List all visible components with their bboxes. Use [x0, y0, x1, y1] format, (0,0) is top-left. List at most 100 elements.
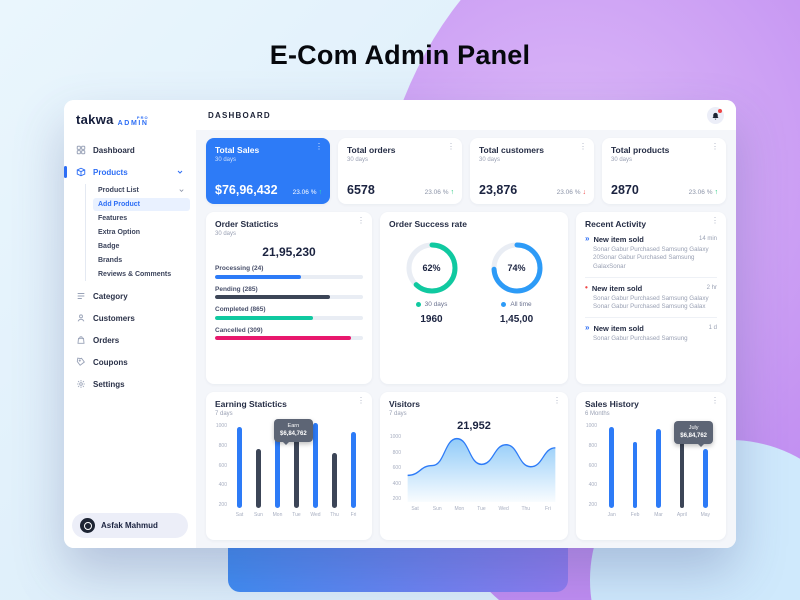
notifications-button[interactable]	[707, 106, 724, 124]
sidebar-item-label: Orders	[93, 335, 120, 345]
legend-30days: 30 days	[415, 301, 447, 308]
donut-percent: 74%	[507, 263, 526, 273]
sidebar-item-category[interactable]: Category	[70, 286, 190, 306]
card-period: 30 days	[215, 231, 237, 237]
tooltip-value: $6,84,762	[680, 433, 707, 440]
card-period: 6 Months	[585, 411, 610, 417]
sidebar-item-label: Products	[93, 167, 128, 177]
tooltip-label: July	[688, 425, 699, 431]
chevron-down-icon	[176, 168, 184, 176]
menu-dots-icon[interactable]: ⋮	[711, 396, 719, 405]
change-percent: 23.06 %	[424, 189, 449, 196]
sidebar-item-settings[interactable]: Settings	[70, 374, 190, 394]
y-axis-tick: 400	[392, 480, 401, 487]
progress-track	[215, 274, 363, 279]
activity-item[interactable]: » New item sold 1 d Sonar Gabur Purchase…	[585, 318, 717, 349]
stat-change: 23.06 % ↑	[293, 189, 322, 196]
bar-may[interactable]	[703, 448, 708, 508]
x-axis-label: Tue	[477, 506, 486, 512]
y-axis-tick: 1000	[585, 423, 597, 429]
sales-history-card: ⋮ Sales History 6 Months 1000 800 600 400 20…	[576, 392, 726, 540]
order-bar-label: Cancelled (309)	[215, 326, 263, 334]
y-axis-tick: 1000	[389, 434, 401, 440]
progress-fill	[215, 274, 301, 279]
y-axis: 1000 800 600 400 200	[389, 434, 404, 502]
menu-dots-icon[interactable]: ⋮	[447, 142, 455, 151]
y-axis-tick: 600	[218, 462, 227, 469]
sub-item-product-list[interactable]: Product List	[93, 184, 190, 197]
bar-feb[interactable]	[632, 441, 638, 508]
sidebar-item-products[interactable]: Products	[64, 162, 190, 182]
tooltip-label: Earn	[287, 423, 300, 429]
bar-wed[interactable]	[313, 423, 318, 508]
sidebar: takwa PRO ADMIN Dashboard Products Produ…	[64, 100, 196, 548]
sub-item-reviews-comments[interactable]: Reviews & Comments	[93, 268, 190, 281]
bar-tue[interactable]	[294, 437, 299, 508]
sub-item-brands[interactable]: Brands	[93, 254, 190, 267]
sidebar-item-coupons[interactable]: Coupons	[70, 352, 190, 372]
donut-column-alltime: 74% All time 1,45,00	[490, 241, 544, 325]
menu-dots-icon[interactable]: ⋮	[315, 142, 323, 151]
progress-track	[215, 336, 363, 340]
sub-item-features[interactable]: Features	[93, 212, 190, 225]
total-customers-card: ⋮ Total customers 30 days 23,876 23.06 %…	[470, 138, 594, 204]
trend-arrow-icon: ↑	[714, 189, 719, 196]
x-axis-label: Fri	[350, 512, 357, 518]
change-percent: 23.06 %	[292, 189, 317, 196]
menu-dots-icon[interactable]: ⋮	[357, 216, 365, 225]
stat-change: 23.06 % ↑	[689, 189, 718, 196]
bar-thu[interactable]	[332, 452, 337, 508]
bar-april[interactable]	[679, 434, 685, 508]
x-axis-label: Wed	[310, 512, 321, 518]
total-sales-card: ⋮ Total Sales 30 days $76,96,432 23.06 %…	[206, 138, 330, 204]
menu-dots-icon[interactable]: ⋮	[711, 142, 719, 151]
activity-time: 14 min	[698, 236, 717, 242]
plot-area: July $6,84,762	[600, 421, 717, 508]
x-axis: Jan Feb Mar April May	[600, 508, 717, 518]
products-submenu: Product List Add Product Features Extra …	[85, 184, 190, 281]
order-success-rate-card: Order Success rate 62%	[380, 212, 568, 384]
bar-fri[interactable]	[351, 431, 356, 508]
card-period: 30 days	[479, 157, 501, 163]
activity-item[interactable]: • New item sold 2 hr Sonar Gabur Purchas…	[585, 278, 717, 319]
order-total: 21,95,230	[262, 245, 316, 259]
activity-description: Sonar Gabur Purchased Samsung Galaxy Son…	[593, 294, 709, 311]
menu-dots-icon[interactable]: ⋮	[579, 142, 587, 151]
sub-item-add-product[interactable]: Add Product	[93, 198, 190, 211]
sidebar-item-dashboard[interactable]: Dashboard	[70, 140, 190, 160]
sub-item-extra-option[interactable]: Extra Option	[93, 226, 190, 239]
plot-area: Earn $6,84,762	[230, 419, 363, 508]
sub-item-badge[interactable]: Badge	[93, 240, 190, 253]
bar-mon[interactable]	[275, 424, 280, 508]
card-title: Total customers	[479, 145, 545, 155]
sidebar-item-customers[interactable]: Customers	[70, 308, 190, 328]
x-axis-label: April	[676, 512, 687, 518]
x-axis-label: Sun	[254, 512, 263, 518]
products-icon	[76, 167, 86, 177]
progress-fill	[215, 295, 331, 299]
activity-item[interactable]: » New item sold 14 min Sonar Gabur Purch…	[585, 229, 717, 279]
sidebar-item-orders[interactable]: Orders	[70, 330, 190, 350]
sidebar-item-label: Coupons	[93, 357, 128, 367]
user-profile[interactable]: Asfak Mahmud	[72, 513, 188, 538]
menu-dots-icon[interactable]: ⋮	[711, 216, 719, 225]
dashboard-icon	[76, 145, 86, 155]
notification-dot	[718, 108, 722, 113]
bar-mar[interactable]	[656, 428, 661, 508]
admin-panel-window: takwa PRO ADMIN Dashboard Products Produ…	[64, 100, 736, 548]
sub-item-label: Add Product	[98, 201, 140, 208]
stat-value: 6578	[347, 183, 375, 197]
progress-track	[215, 315, 363, 320]
x-axis-label: Sat	[411, 506, 419, 512]
donut-chart-alltime: 74%	[490, 241, 544, 295]
bar-sat[interactable]	[237, 427, 242, 508]
stat-change: 23.06 % ↓	[557, 189, 586, 196]
order-statistics-card: ⋮ Order Statictics 30 days 21,95,230 Pro…	[206, 212, 372, 384]
bar-jan[interactable]	[609, 427, 614, 508]
bar-sun[interactable]	[256, 448, 261, 508]
x-axis: Sat Sun Mon Tue Wed Thu Fri	[230, 508, 363, 518]
menu-dots-icon[interactable]: ⋮	[357, 396, 365, 405]
activity-title: New item sold	[593, 234, 644, 244]
card-period: 7 days	[389, 411, 407, 417]
menu-dots-icon[interactable]: ⋮	[553, 396, 561, 405]
